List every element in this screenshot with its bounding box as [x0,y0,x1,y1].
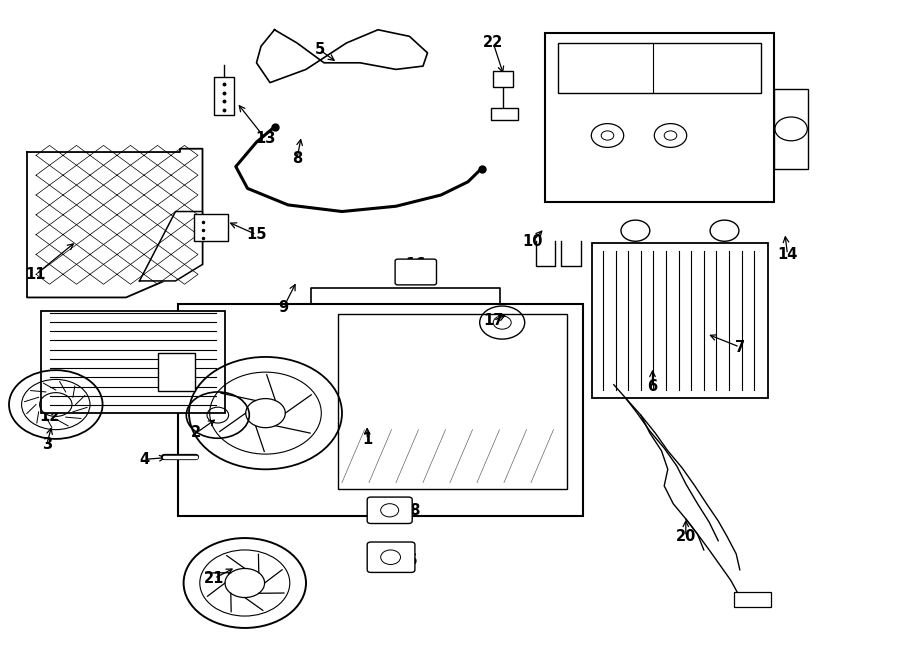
Text: 2: 2 [191,426,202,440]
FancyBboxPatch shape [395,259,436,285]
FancyBboxPatch shape [178,304,583,516]
FancyBboxPatch shape [592,243,768,398]
FancyBboxPatch shape [214,77,234,115]
Text: 18: 18 [400,503,420,518]
Text: 16: 16 [406,257,426,272]
Text: 21: 21 [204,571,224,586]
Text: 4: 4 [139,452,149,467]
FancyBboxPatch shape [491,108,518,120]
Text: 8: 8 [292,151,302,166]
FancyBboxPatch shape [40,311,225,413]
Text: 10: 10 [523,234,543,249]
Polygon shape [256,30,428,83]
FancyBboxPatch shape [734,592,771,607]
FancyBboxPatch shape [194,214,228,241]
FancyBboxPatch shape [558,43,760,93]
FancyBboxPatch shape [158,353,195,391]
Text: 5: 5 [314,42,325,57]
Text: 9: 9 [278,300,289,315]
Polygon shape [27,149,202,297]
Text: 15: 15 [247,227,266,242]
Text: 12: 12 [40,409,59,424]
Text: 19: 19 [152,346,172,361]
Text: 13: 13 [256,132,275,146]
FancyBboxPatch shape [367,497,412,524]
Text: 11: 11 [26,267,46,282]
Text: 3: 3 [41,437,52,451]
Text: 14: 14 [778,247,797,262]
Text: 16: 16 [398,553,418,568]
FancyBboxPatch shape [544,33,774,202]
Text: 20: 20 [676,529,696,544]
Text: 1: 1 [362,432,373,447]
Text: 7: 7 [734,340,745,354]
Text: 6: 6 [647,379,658,394]
Polygon shape [140,212,202,281]
FancyBboxPatch shape [774,89,808,169]
FancyBboxPatch shape [367,542,415,572]
Text: 17: 17 [483,313,503,328]
FancyBboxPatch shape [493,71,513,87]
FancyBboxPatch shape [338,314,567,489]
Text: 22: 22 [483,36,503,50]
